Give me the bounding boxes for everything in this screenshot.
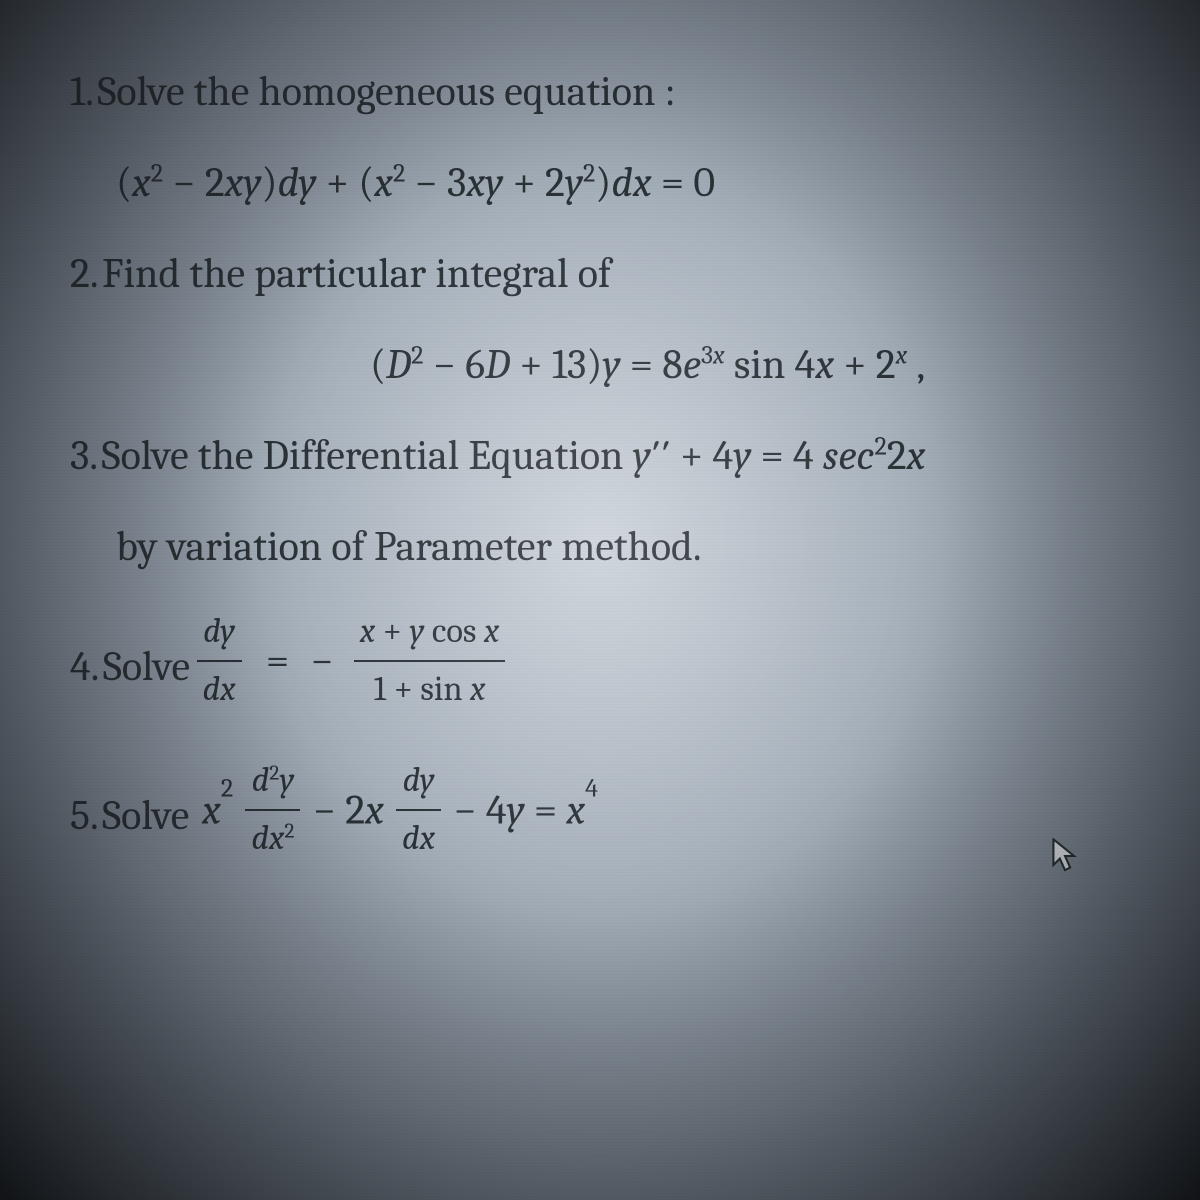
eq1-rp2: ) [595, 158, 611, 207]
eq2-sq: 2 [411, 341, 423, 371]
q5-number: 5. [70, 792, 99, 841]
eq3-x: x [907, 431, 926, 480]
eq2-e: e [683, 340, 701, 389]
eq3-eq: = 4 [751, 431, 823, 480]
eq2-exp2x: x [896, 341, 908, 371]
eq5-f1n-d: d [252, 760, 270, 800]
q3-text-b: by variation of Parameter method. [116, 522, 701, 571]
eq2-D1: D [386, 340, 411, 389]
eq4-num-y: y [409, 611, 424, 651]
eq5-m2: − 2 [313, 785, 365, 834]
eq1-x1: x [132, 158, 151, 207]
eq1-sq3: 2 [583, 159, 595, 189]
eq4-den-x: x [470, 669, 485, 709]
eq2-exp3: 3 [701, 341, 713, 371]
eq5-f1d-x: x [269, 818, 284, 858]
eq5-frac1: d2y dx2 [245, 755, 300, 864]
q4-number: 4. [70, 642, 99, 691]
eq1-lp1: ( [116, 158, 132, 207]
question-2-equation: (D2 − 6D + 13)y = 8e3x sin 4x + 2x , [70, 333, 1130, 396]
eq4-frac1: dy dx [197, 606, 242, 715]
eq2-sin: sin 4 [725, 340, 816, 389]
eq4-eq: = [254, 636, 301, 685]
question-4: 4. Solve dy dx = − x + y cos x 1 + sin x [70, 606, 1130, 715]
eq5-f2n: dy [396, 755, 441, 811]
eq1-xy1: xy [225, 158, 262, 207]
eq5-x2: x [365, 785, 384, 834]
q1-number: 1. [70, 67, 94, 116]
eq4-f1-den: dx [197, 662, 242, 716]
eq1-eq: = 0 [652, 158, 715, 207]
eq3-p4: + 4 [671, 431, 733, 480]
eq1-sq1: 2 [151, 159, 163, 189]
q3-number: 3. [70, 431, 98, 480]
eq5-f1n-sq: 2 [269, 762, 279, 786]
eq5-f2d-d: d [402, 818, 420, 858]
question-1: 1. Solve the homogeneous equation : [70, 60, 1130, 123]
eq2-y: y [602, 340, 620, 389]
eq4-frac2: x + y cos x 1 + sin x [354, 606, 505, 715]
question-1-equation: (x2 − 2xy)dy + (x2 − 3xy + 2y2)dx = 0 [70, 151, 1130, 214]
q1-text: Solve the homogeneous equation : [97, 67, 675, 116]
eq2-p13: + 13) [510, 340, 602, 389]
eq2-expx: x [713, 341, 725, 371]
eq1-xy2: xy [466, 158, 503, 207]
eq3-sec: sec [823, 431, 875, 480]
eq5-p4: 4 [585, 773, 598, 803]
eq2-D2: D [485, 340, 510, 389]
eq3-sq: 2 [874, 432, 886, 462]
eq5-m4: − 4 [453, 785, 506, 834]
eq2-end: , [907, 340, 925, 389]
eq2-plus: + 2 [834, 340, 896, 389]
eq1-p2: + 2 [503, 158, 565, 207]
eq1-x2: x [374, 158, 393, 207]
question-3-line2: by variation of Parameter method. [70, 515, 1130, 578]
eq1-m1: − 2 [163, 158, 225, 207]
eq2-m6: − 6 [423, 340, 485, 389]
eq2-lp: ( [370, 340, 386, 389]
eq3-y1: y [633, 431, 651, 480]
eq4-den-1: 1 + sin [374, 669, 471, 709]
question-5: 5. Solve x2 d2y dx2 − 2x dy dx − 4y = x4 [70, 755, 1130, 864]
document-content: 1. Solve the homogeneous equation : (x2 … [70, 60, 1130, 893]
q2-text: Find the particular integral of [102, 249, 611, 298]
q3-text-a: Solve the Differential Equation [102, 431, 633, 480]
eq5-eq: = [525, 785, 567, 834]
q5-text: Solve [102, 792, 189, 841]
eq4-num-x2: x [484, 611, 499, 651]
eq5-f2d-x: x [420, 818, 435, 858]
eq5-y: y [507, 785, 525, 834]
eq4-num-x: x [360, 611, 375, 651]
eq3-y2: y [733, 431, 751, 480]
eq4-f1-num: dy [197, 606, 242, 662]
eq5-f1d-d: d [251, 818, 269, 858]
eq5-frac2: dy dx [396, 755, 441, 864]
question-2: 2. Find the particular integral of [70, 242, 1130, 305]
eq4-num-cos: cos [424, 611, 484, 651]
eq3-2: 2 [887, 431, 907, 480]
eq3-pp: ′′ [651, 431, 671, 480]
eq1-rp1: ) [262, 158, 278, 207]
eq1-dx: dx [611, 158, 651, 207]
q4-text: Solve [103, 642, 190, 691]
eq5-f1d-sq: 2 [284, 819, 294, 843]
eq4-minus: − [310, 636, 341, 685]
eq1-lp2: ( [358, 158, 374, 207]
eq5-x1: x [202, 785, 221, 834]
eq2-eq: = 8 [621, 340, 683, 389]
eq5-sq1: 2 [221, 773, 233, 803]
eq5-x3: x [566, 785, 585, 834]
eq1-dy: dy [278, 158, 317, 207]
question-3-line1: 3. Solve the Differential Equation y′′ +… [70, 424, 1130, 487]
eq2-x1: x [815, 340, 834, 389]
eq1-plus: + [316, 158, 358, 207]
eq1-sq2: 2 [393, 159, 405, 189]
eq4-num-plus: + [375, 611, 409, 651]
eq1-y: y [565, 158, 583, 207]
q2-number: 2. [70, 249, 98, 298]
eq5-f1n-y: y [279, 760, 294, 800]
eq1-m2: − 3 [405, 158, 466, 207]
